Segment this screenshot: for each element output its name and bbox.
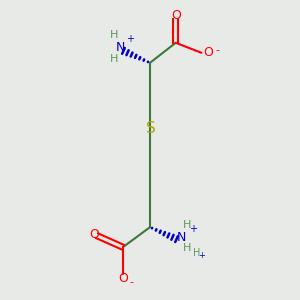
Text: -: - [215,45,219,55]
Text: O: O [204,46,214,59]
Text: O: O [118,272,128,285]
Text: +: + [198,251,205,260]
Text: H: H [182,243,191,253]
Text: S: S [146,121,156,136]
Text: -: - [129,278,134,287]
Text: H: H [182,220,191,230]
Text: O: O [171,9,181,22]
Text: +: + [126,34,134,44]
Text: H: H [110,53,118,64]
Text: +: + [189,224,197,234]
Text: H: H [110,30,118,40]
Text: O: O [89,228,99,241]
Text: N: N [115,40,125,54]
Text: N: N [177,231,186,244]
Text: H: H [193,248,200,258]
